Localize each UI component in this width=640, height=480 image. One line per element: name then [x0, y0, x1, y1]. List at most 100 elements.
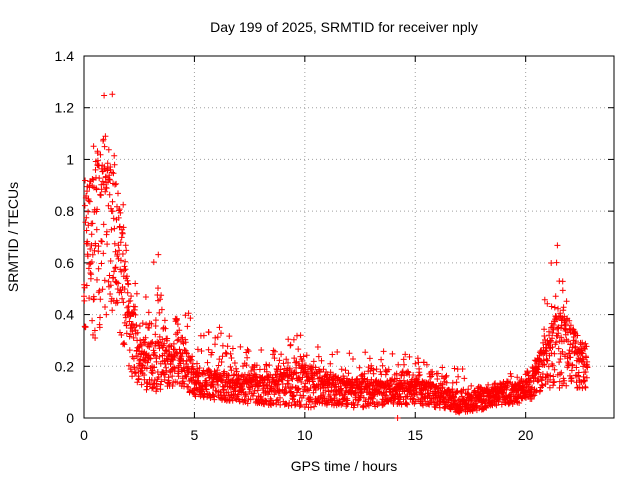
data-point [226, 333, 233, 340]
data-point [228, 355, 235, 361]
data-point [142, 334, 149, 341]
data-point [205, 346, 212, 353]
data-point [286, 365, 293, 372]
data-point [318, 357, 325, 364]
data-point [84, 240, 91, 247]
data-point [92, 166, 99, 173]
data-point [165, 377, 172, 384]
data-point [86, 198, 93, 205]
data-point [576, 384, 583, 391]
data-point [247, 396, 254, 403]
data-point [551, 304, 558, 311]
data-point [152, 331, 159, 338]
data-point [115, 242, 122, 249]
data-point [158, 292, 165, 299]
data-point [366, 355, 373, 362]
data-point [558, 369, 565, 376]
data-point [360, 394, 367, 401]
data-point [571, 328, 578, 335]
data-point [174, 337, 181, 344]
data-point [568, 375, 575, 381]
data-point [143, 380, 150, 387]
data-point [277, 394, 283, 401]
data-point [219, 353, 226, 360]
data-point [122, 314, 129, 321]
data-point [443, 379, 450, 386]
data-point [95, 248, 102, 255]
data-point [120, 201, 127, 208]
data-point [275, 377, 282, 384]
data-point [377, 368, 384, 375]
data-point [320, 391, 327, 398]
data-point [252, 371, 259, 378]
data-point [140, 339, 147, 345]
data-point [555, 330, 562, 337]
data-point [458, 407, 465, 414]
data-point [429, 371, 436, 378]
data-point [273, 374, 280, 381]
data-point [320, 366, 327, 373]
data-point [562, 321, 569, 328]
data-point [172, 365, 178, 372]
data-point [316, 399, 323, 406]
data-point [365, 364, 372, 371]
plot-frame [83, 55, 615, 419]
data-point [237, 343, 244, 350]
data-point [99, 178, 106, 185]
data-point [126, 347, 133, 354]
data-point [516, 400, 523, 406]
data-point [491, 381, 498, 388]
data-point [84, 253, 91, 260]
data-point [101, 92, 108, 99]
data-point [583, 354, 590, 361]
data-point [307, 365, 314, 372]
data-point [303, 401, 310, 408]
data-point [111, 225, 118, 232]
data-point [88, 259, 95, 265]
y-tick-label: 0.4 [55, 307, 75, 323]
x-tick-label: 15 [407, 427, 423, 443]
data-point [127, 331, 134, 338]
data-point [204, 359, 211, 366]
data-point [122, 258, 129, 265]
data-point [485, 381, 492, 388]
data-point [563, 298, 570, 305]
data-point [452, 398, 459, 405]
data-point [126, 362, 132, 369]
data-point [244, 346, 251, 353]
data-point [112, 181, 118, 188]
data-point [498, 401, 505, 408]
data-point [120, 299, 127, 306]
data-point [185, 310, 192, 317]
data-point [158, 306, 165, 313]
data-point [545, 363, 552, 370]
data-point [378, 356, 385, 363]
data-point [558, 334, 565, 341]
data-point [200, 332, 207, 339]
data-point [557, 371, 563, 378]
data-point [554, 333, 561, 339]
data-point [395, 361, 402, 368]
data-point [271, 348, 278, 355]
data-point [182, 312, 189, 319]
data-point [351, 402, 358, 409]
data-point [181, 380, 188, 387]
data-point [111, 152, 118, 159]
data-point [147, 355, 154, 362]
data-point [152, 323, 159, 329]
data-point [194, 346, 201, 353]
data-point [119, 295, 126, 302]
data-point [300, 353, 307, 360]
data-point [275, 363, 282, 369]
data-point [303, 352, 310, 359]
data-point [582, 340, 589, 347]
data-point [245, 348, 252, 355]
data-point [176, 346, 183, 353]
data-point [136, 323, 143, 330]
data-point [89, 251, 96, 258]
data-point [161, 340, 168, 347]
data-point [180, 378, 187, 385]
data-point [580, 373, 587, 380]
data-point [194, 360, 200, 367]
y-tick-label: 0.8 [55, 203, 75, 219]
